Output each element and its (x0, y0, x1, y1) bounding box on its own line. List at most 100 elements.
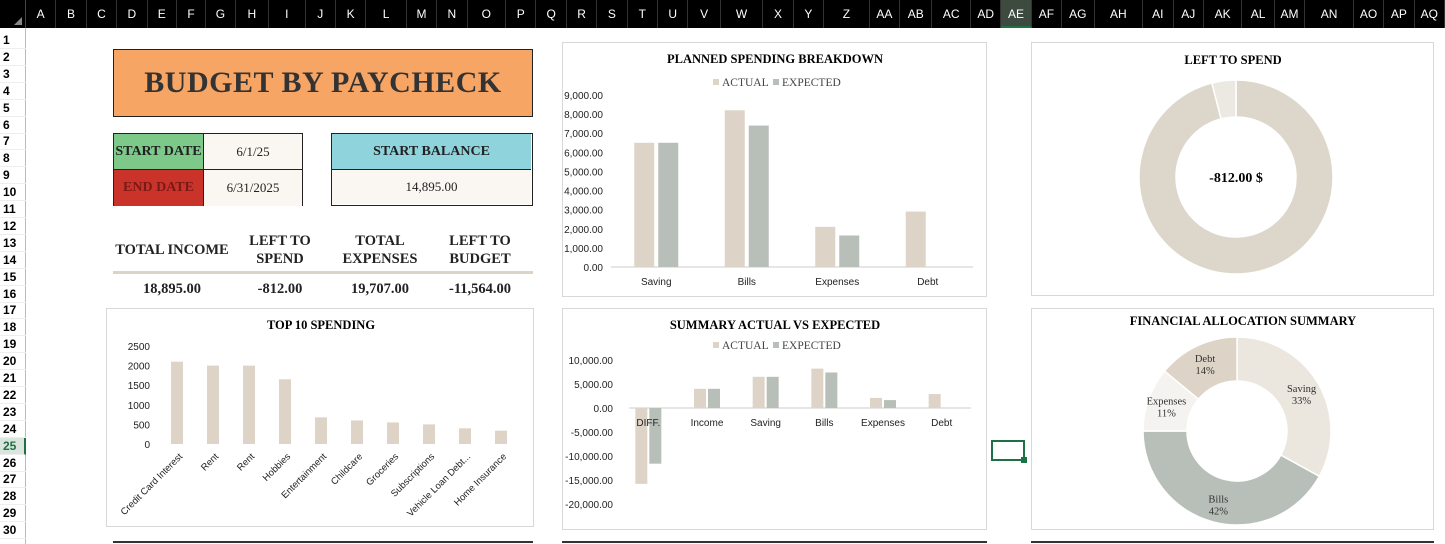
row-header-27[interactable]: 27 (0, 471, 26, 489)
bar-actual-expenses (870, 397, 882, 408)
column-header-u[interactable]: U (658, 0, 689, 28)
x-tick-label: Rent (235, 451, 257, 473)
row-header-26[interactable]: 26 (0, 455, 26, 472)
y-tick-label: 10,000.00 (569, 356, 614, 367)
column-header-p[interactable]: P (506, 0, 537, 28)
column-header-ac[interactable]: AC (932, 0, 971, 28)
select-all-corner[interactable] (0, 0, 26, 28)
left-to-spend-chart[interactable]: LEFT TO SPEND -812.00 $ (1031, 42, 1434, 296)
row-header-30[interactable]: 30 (0, 522, 26, 540)
row-header-19[interactable]: 19 (0, 336, 26, 354)
bar-top10-8 (459, 428, 471, 444)
row-header-16[interactable]: 16 (0, 286, 26, 303)
column-header-ag[interactable]: AG (1062, 0, 1095, 28)
chart-title: LEFT TO SPEND (1184, 53, 1281, 67)
column-header-t[interactable]: T (628, 0, 658, 28)
column-header-a[interactable]: A (26, 0, 57, 28)
column-header-aa[interactable]: AA (870, 0, 901, 28)
column-header-x[interactable]: X (763, 0, 794, 28)
column-header-d[interactable]: D (117, 0, 148, 28)
row-header-23[interactable]: 23 (0, 404, 26, 421)
column-header-r[interactable]: R (567, 0, 598, 28)
row-header-9[interactable]: 9 (0, 167, 26, 185)
column-header-y[interactable]: Y (794, 0, 825, 28)
column-header-al[interactable]: AL (1242, 0, 1275, 28)
column-header-ab[interactable]: AB (900, 0, 933, 28)
row-header-3[interactable]: 3 (0, 66, 26, 83)
bar-actual-bills (724, 110, 745, 268)
row-header-1[interactable]: 1 (0, 32, 26, 49)
row-header-12[interactable]: 12 (0, 218, 26, 235)
row-header-18[interactable]: 18 (0, 319, 26, 337)
column-header-s[interactable]: S (597, 0, 628, 28)
column-header-ae[interactable]: AE (1001, 0, 1032, 28)
column-header-ah[interactable]: AH (1095, 0, 1144, 28)
column-header-k[interactable]: K (336, 0, 367, 28)
row-header-7[interactable]: 7 (0, 133, 26, 151)
row-header-17[interactable]: 17 (0, 302, 26, 320)
column-header-l[interactable]: L (366, 0, 407, 28)
bar-actual-income (694, 388, 706, 408)
column-header-aq[interactable]: AQ (1415, 0, 1445, 28)
row-header-2[interactable]: 2 (0, 49, 26, 66)
row-header-4[interactable]: 4 (0, 83, 26, 100)
column-header-v[interactable]: V (688, 0, 721, 28)
row-header-15[interactable]: 15 (0, 269, 26, 286)
row-header-14[interactable]: 14 (0, 252, 26, 269)
start-date-label: START DATE (114, 134, 204, 170)
column-header-ai[interactable]: AI (1143, 0, 1174, 28)
active-cell-cursor[interactable] (991, 440, 1027, 463)
summary-chart[interactable]: SUMMARY ACTUAL VS EXPECTED ACTUAL EXPECTED… (562, 308, 987, 530)
column-header-aj[interactable]: AJ (1174, 0, 1204, 28)
column-header-ak[interactable]: AK (1204, 0, 1243, 28)
row-header-21[interactable]: 21 (0, 370, 26, 387)
total-income-value: 18,895.00 (143, 281, 201, 297)
column-header-g[interactable]: G (206, 0, 236, 28)
row-header-25[interactable]: 25 (0, 437, 26, 455)
row-header-22[interactable]: 22 (0, 387, 26, 404)
column-header-z[interactable]: Z (824, 0, 870, 28)
row-header-29[interactable]: 29 (0, 505, 26, 523)
column-header-ao[interactable]: AO (1354, 0, 1385, 28)
y-tick-label: 8,000.00 (564, 110, 603, 121)
column-header-q[interactable]: Q (536, 0, 567, 28)
column-header-i[interactable]: I (269, 0, 306, 28)
column-header-b[interactable]: B (56, 0, 87, 28)
column-header-o[interactable]: O (468, 0, 507, 28)
row-header-13[interactable]: 13 (0, 235, 26, 252)
column-header-n[interactable]: N (437, 0, 468, 28)
bar-expected-income (708, 388, 720, 408)
column-header-e[interactable]: E (148, 0, 177, 28)
slice-pct-saving: 33% (1292, 396, 1312, 407)
end-date-value[interactable]: 6/31/2025 (204, 170, 302, 206)
end-date-label: END DATE (114, 170, 204, 206)
row-header-10[interactable]: 10 (0, 184, 26, 202)
start-balance-value[interactable]: 14,895.00 (332, 170, 531, 204)
y-tick-label: 1500 (128, 381, 151, 392)
column-header-af[interactable]: AF (1032, 0, 1063, 28)
planned-spending-chart[interactable]: PLANNED SPENDING BREAKDOWN ACTUAL EXPECTED… (562, 42, 987, 297)
column-header-f[interactable]: F (177, 0, 207, 28)
column-header-am[interactable]: AM (1275, 0, 1306, 28)
row-header-24[interactable]: 24 (0, 421, 26, 438)
column-header-c[interactable]: C (87, 0, 118, 28)
chart-title: FINANCIAL ALLOCATION SUMMARY (1130, 314, 1356, 328)
financial-allocation-chart[interactable]: FINANCIAL ALLOCATION SUMMARY Saving 33% Bil… (1031, 308, 1434, 530)
row-header-6[interactable]: 6 (0, 117, 26, 134)
column-header-ap[interactable]: AP (1384, 0, 1415, 28)
column-header-w[interactable]: W (721, 0, 764, 28)
column-header-ad[interactable]: AD (971, 0, 1002, 28)
row-header-5[interactable]: 5 (0, 100, 26, 117)
row-header-28[interactable]: 28 (0, 488, 26, 506)
column-header-h[interactable]: H (236, 0, 270, 28)
column-header-m[interactable]: M (407, 0, 438, 28)
column-header-j[interactable]: J (306, 0, 336, 28)
donut-slice-0 (1138, 79, 1334, 275)
row-header-8[interactable]: 8 (0, 150, 26, 168)
row-header-20[interactable]: 20 (0, 353, 26, 371)
summary-svg: SUMMARY ACTUAL VS EXPECTED ACTUAL EXPECTED… (565, 318, 971, 511)
top-10-spending-chart[interactable]: TOP 10 SPENDING 0 500 1000 1500 2000 2500 Credi… (106, 308, 534, 527)
row-header-11[interactable]: 11 (0, 201, 26, 218)
column-header-an[interactable]: AN (1305, 0, 1354, 28)
start-date-value[interactable]: 6/1/25 (204, 134, 302, 170)
